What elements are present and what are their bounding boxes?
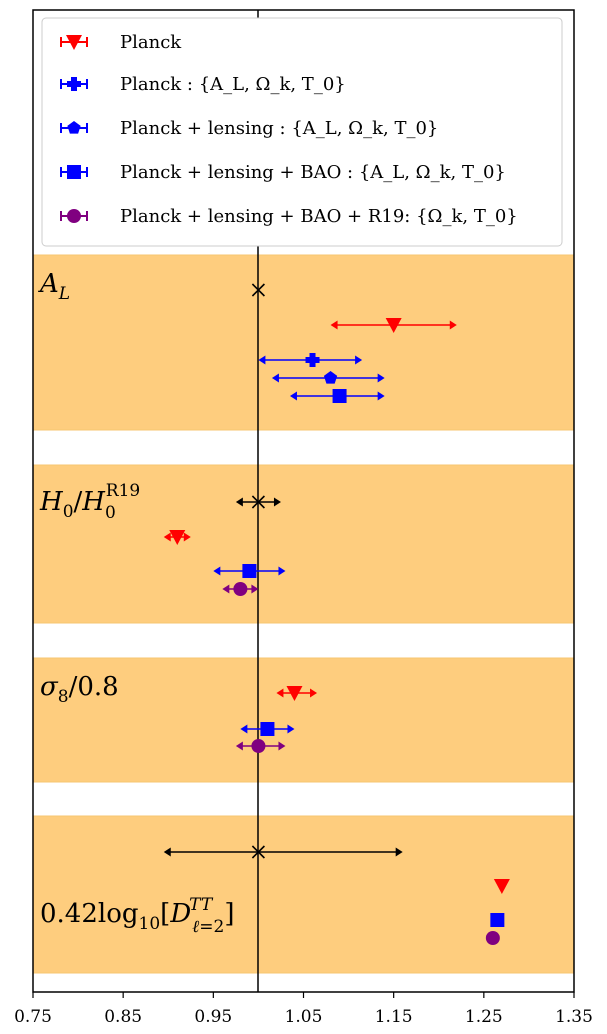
legend-entry-planck: Planck (60, 32, 182, 53)
error-bar-right-arrow (273, 497, 281, 507)
data-point-planck_lensing (271, 371, 385, 384)
legend-label: Planck + lensing + BAO : {A_L, Ω_k, T_0} (120, 162, 506, 183)
panel-band (32, 657, 575, 783)
panel-0-points (251, 283, 457, 403)
legend-label: Planck + lensing : {A_L, Ω_k, T_0} (120, 118, 438, 139)
data-point-reference (235, 495, 281, 509)
data-point-planck_lensing_bao_r19 (485, 931, 500, 945)
circle-marker (485, 931, 500, 945)
plus-marker (67, 77, 81, 91)
panel-band (32, 464, 575, 624)
error-bar-right-arrow (278, 741, 286, 751)
panel-1-points (163, 495, 286, 596)
data-point-planck_lensing_bao_r19 (222, 582, 259, 596)
legend-box (41, 17, 563, 247)
panel-band (32, 815, 575, 974)
error-bar-right-arrow (287, 724, 295, 734)
x-tick-label: 0.85 (104, 1007, 142, 1027)
error-bar-left-arrow (276, 688, 284, 698)
error-bar-left-arrow (289, 391, 297, 401)
error-bar-right-arrow (355, 355, 363, 365)
square-marker (332, 389, 347, 403)
x-tick-label: 1.25 (465, 1007, 503, 1027)
error-bar-left-arrow (235, 497, 243, 507)
x-tick-label: 1.05 (285, 1007, 323, 1027)
legend-label: Planck + lensing + BAO + R19: {Ω_k, T_0} (120, 206, 518, 227)
data-point-reference (163, 845, 403, 859)
panel-2-points (235, 686, 318, 753)
square-marker (67, 165, 81, 179)
panel-label-h0: H0/H0R19 (39, 481, 140, 523)
error-bar-left-arrow (271, 373, 279, 383)
data-point-planck_lensing_bao (490, 913, 505, 927)
triangle-down-marker (385, 318, 402, 333)
error-bar-right-arrow (377, 391, 385, 401)
panel-labels: AL H0/H0R19 σ8/0.8 0.42log10[DTT ℓ=2] (38, 269, 234, 937)
x-axis: 0.75 0.85 0.95 1.05 1.15 1.25 1.35 (14, 992, 593, 1027)
error-bar-left-arrow (213, 566, 221, 576)
pentagon-marker (323, 371, 338, 384)
x-tick-label: 1.15 (375, 1007, 413, 1027)
error-bar-right-arrow (278, 566, 286, 576)
panel-label-al: AL (38, 269, 70, 304)
panel-label-sigma8: σ8/0.8 (40, 672, 119, 707)
panel-band (32, 254, 575, 431)
error-bar-right-arrow (310, 688, 318, 698)
data-point-planck_lensing_bao_r19 (235, 739, 286, 753)
triangle-down-marker (286, 686, 303, 701)
circle-marker (67, 209, 81, 223)
error-bar-left-arrow (330, 320, 338, 330)
triangle-down-marker (169, 530, 186, 545)
data-point-planck (493, 879, 510, 894)
error-bar-left-arrow (163, 847, 171, 857)
data-marks (163, 283, 510, 945)
error-bar-right-arrow (395, 847, 403, 857)
error-bar-left-arrow (258, 355, 266, 365)
panel-bands (32, 254, 575, 974)
square-marker (242, 564, 257, 578)
legend-label: Planck (120, 32, 182, 53)
error-bar-left-arrow (222, 584, 230, 594)
data-point-planck_lensing_bao (240, 722, 295, 736)
x-marker (251, 845, 265, 859)
data-point-planck (276, 686, 318, 701)
triangle-down-marker (493, 879, 510, 894)
error-bar-right-arrow (251, 584, 259, 594)
x-tick-label: 1.35 (555, 1007, 593, 1027)
legend-entry-planck_free: Planck : {A_L, Ω_k, T_0} (60, 74, 346, 95)
data-point-planck_free (258, 353, 363, 367)
square-marker (260, 722, 275, 736)
circle-marker (251, 739, 266, 753)
error-bar-right-arrow (183, 532, 191, 542)
error-bar-left-arrow (163, 532, 171, 542)
panel-label-dl2: 0.42log10[DTT ℓ=2] (40, 895, 234, 937)
error-bar-right-arrow (377, 373, 385, 383)
error-bar-right-arrow (449, 320, 457, 330)
pentagon-marker (67, 121, 81, 134)
error-bar-left-arrow (240, 724, 248, 734)
data-point-reference (251, 283, 265, 297)
panel-3-points (163, 845, 510, 945)
legend-label: Planck : {A_L, Ω_k, T_0} (120, 74, 346, 95)
x-tick-label: 0.75 (14, 1007, 52, 1027)
legend-entry-planck_lensing_bao: Planck + lensing + BAO : {A_L, Ω_k, T_0} (60, 162, 506, 183)
triangle-down-marker (66, 35, 82, 50)
error-bar-left-arrow (235, 741, 243, 751)
x-tick-label: 0.95 (194, 1007, 232, 1027)
data-point-planck (330, 318, 457, 333)
circle-marker (233, 582, 248, 596)
square-marker (490, 913, 505, 927)
data-point-planck_lensing_bao (289, 389, 385, 403)
x-marker (251, 495, 265, 509)
legend: Planck Planck : {A_L, Ω_k, T_0} Planck + l… (41, 17, 563, 247)
legend-entry-planck_lensing_bao_r19: Planck + lensing + BAO + R19: {Ω_k, T_0} (60, 206, 518, 227)
data-point-planck (163, 530, 191, 545)
x-marker (251, 283, 265, 297)
data-point-planck_lensing_bao (213, 564, 286, 578)
legend-entry-planck_lensing: Planck + lensing : {A_L, Ω_k, T_0} (60, 118, 438, 139)
plus-marker (305, 353, 320, 367)
